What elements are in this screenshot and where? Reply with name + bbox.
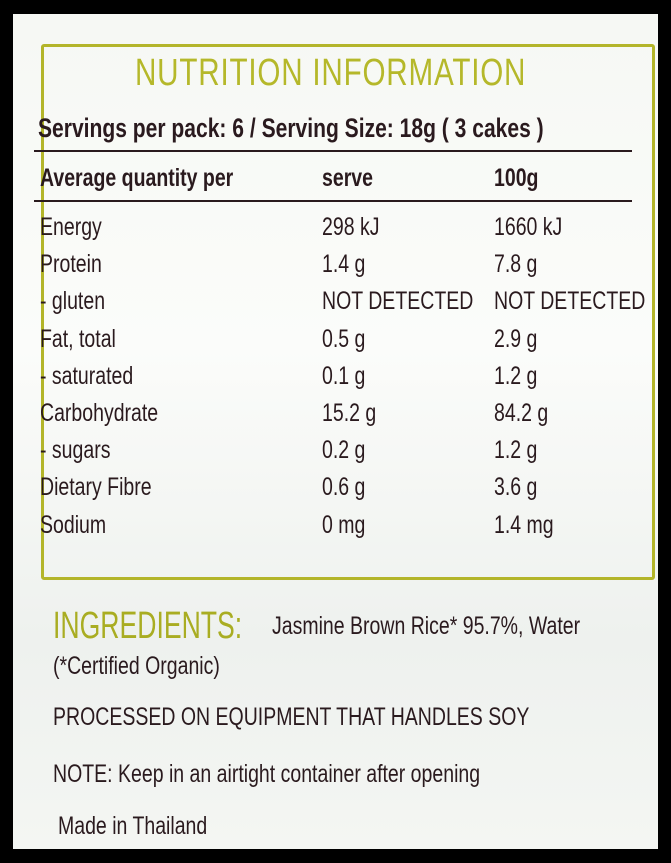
cell-text: Protein [40,250,102,279]
serving-info: Servings per pack: 6 / Serving Size: 18g… [38,113,671,144]
allergen-statement: PROCESSED ON EQUIPMENT THAT HANDLES SOY [53,703,664,732]
cell-text: Carbohydrate [40,399,159,427]
cell-text: Sodium [40,510,107,539]
cell-text: 0.6 g [322,473,366,502]
cell-text: 0.2 g [322,436,366,465]
label-paper [13,14,658,849]
per-100g-value: 1660 kJ [494,213,582,242]
cell-text: 0.5 g [322,324,366,353]
cell-text: - saturated [40,361,134,390]
table-row: Protein 1.4 g 7.8 g [0,250,640,287]
per-100g-value: 84.2 g [494,399,564,428]
cell-text: 7.8 g [494,250,538,279]
cell-text: 2.9 g [494,324,538,353]
per-serve-value: 0.1 g [322,362,378,391]
header-average: Average quantity per [40,164,288,193]
per-100g-value: 1.4 mg [494,511,570,540]
per-serve-value: 0 mg [322,511,378,540]
cell-text: 0 mg [322,510,366,539]
ingredients-list: Jasmine Brown Rice* 95.7%, Water [272,612,581,640]
cell-text: NOT DETECTED [322,287,474,316]
cell-text: Fat, total [40,324,116,353]
table-row: - sugars 0.2 g 1.2 g [0,436,640,473]
per-serve-value: 1.4 g [322,250,378,279]
cell-text: 1.2 g [494,436,538,465]
table-row: Carbohydrate 15.2 g 84.2 g [0,399,640,436]
table-row: - saturated 0.1 g 1.2 g [0,362,640,399]
cell-text: 1660 kJ [494,213,563,241]
nutrition-panel-border [41,44,655,580]
nutrient-name: Sodium [40,511,125,540]
per-serve-value: 15.2 g [322,399,392,428]
cell-text: - gluten [40,287,106,316]
table-row: - gluten NOT DETECTED NOT DETECTED [0,287,645,324]
header-serve: serve [322,164,387,193]
per-100g-value: 2.9 g [494,325,550,354]
footnote-text: (*Certified Organic) [53,652,220,680]
cell-text: Dietary Fibre [40,473,152,502]
nutrient-name: Protein [40,250,119,279]
header-text: Average quantity per [40,164,234,192]
country-of-origin: Made in Thailand [58,812,249,841]
cell-text: 15.2 g [322,399,377,427]
origin-text: Made in Thailand [58,812,208,840]
nutrient-name: Dietary Fibre [40,473,183,502]
cell-text: 3.6 g [494,473,538,502]
header-100g: 100g [494,164,551,193]
cell-text: NOT DETECTED [494,287,646,316]
cell-text: - sugars [40,436,111,465]
cell-text: 0.1 g [322,361,366,390]
nutrient-name: Carbohydrate [40,399,191,428]
title-text: NUTRITION INFORMATION [135,52,527,94]
storage-note: NOTE: Keep in an airtight container afte… [53,760,601,789]
allergen-text: PROCESSED ON EQUIPMENT THAT HANDLES SOY [53,703,530,731]
nutrient-name: - sugars [40,436,130,465]
table-row: Sodium 0 mg 1.4 mg [0,511,640,548]
divider [34,200,632,202]
cell-text: 298 kJ [322,213,380,241]
ingredients-label-text: INGREDIENTS: [53,605,243,647]
serving-info-text: Servings per pack: 6 / Serving Size: 18g… [38,113,544,143]
ingredients-text: Jasmine Brown Rice* 95.7%, Water [272,612,667,641]
header-text: serve [322,164,373,192]
note-text: NOTE: Keep in an airtight container afte… [53,760,481,788]
divider [34,150,632,152]
ingredients-label: INGREDIENTS: [53,605,323,648]
table-row: Dietary Fibre 0.6 g 3.6 g [0,473,640,510]
table-row: Energy 298 kJ 1660 kJ [0,213,640,250]
header-text: 100g [494,164,539,192]
per-serve-value: NOT DETECTED [322,287,516,316]
per-100g-value: 1.2 g [494,362,550,391]
cell-text: 1.4 mg [494,510,554,539]
per-100g-value: NOT DETECTED [494,287,671,316]
cell-text: Energy [40,213,102,241]
per-100g-value: 1.2 g [494,436,550,465]
nutrient-name: - saturated [40,362,160,391]
table-row: Fat, total 0.5 g 2.9 g [0,325,640,362]
per-serve-value: 0.5 g [322,325,378,354]
nutrient-name: - gluten [40,287,123,316]
ingredients-footnote: (*Certified Organic) [53,652,267,681]
per-serve-value: 0.6 g [322,473,378,502]
per-serve-value: 0.2 g [322,436,378,465]
nutrition-title: NUTRITION INFORMATION [135,52,637,95]
cell-text: 1.4 g [322,250,366,279]
per-100g-value: 7.8 g [494,250,550,279]
cell-text: 1.2 g [494,361,538,390]
nutrient-name: Energy [40,213,119,242]
nutrient-name: Fat, total [40,325,137,354]
per-serve-value: 298 kJ [322,213,396,242]
cell-text: 84.2 g [494,399,549,427]
per-100g-value: 3.6 g [494,473,550,502]
